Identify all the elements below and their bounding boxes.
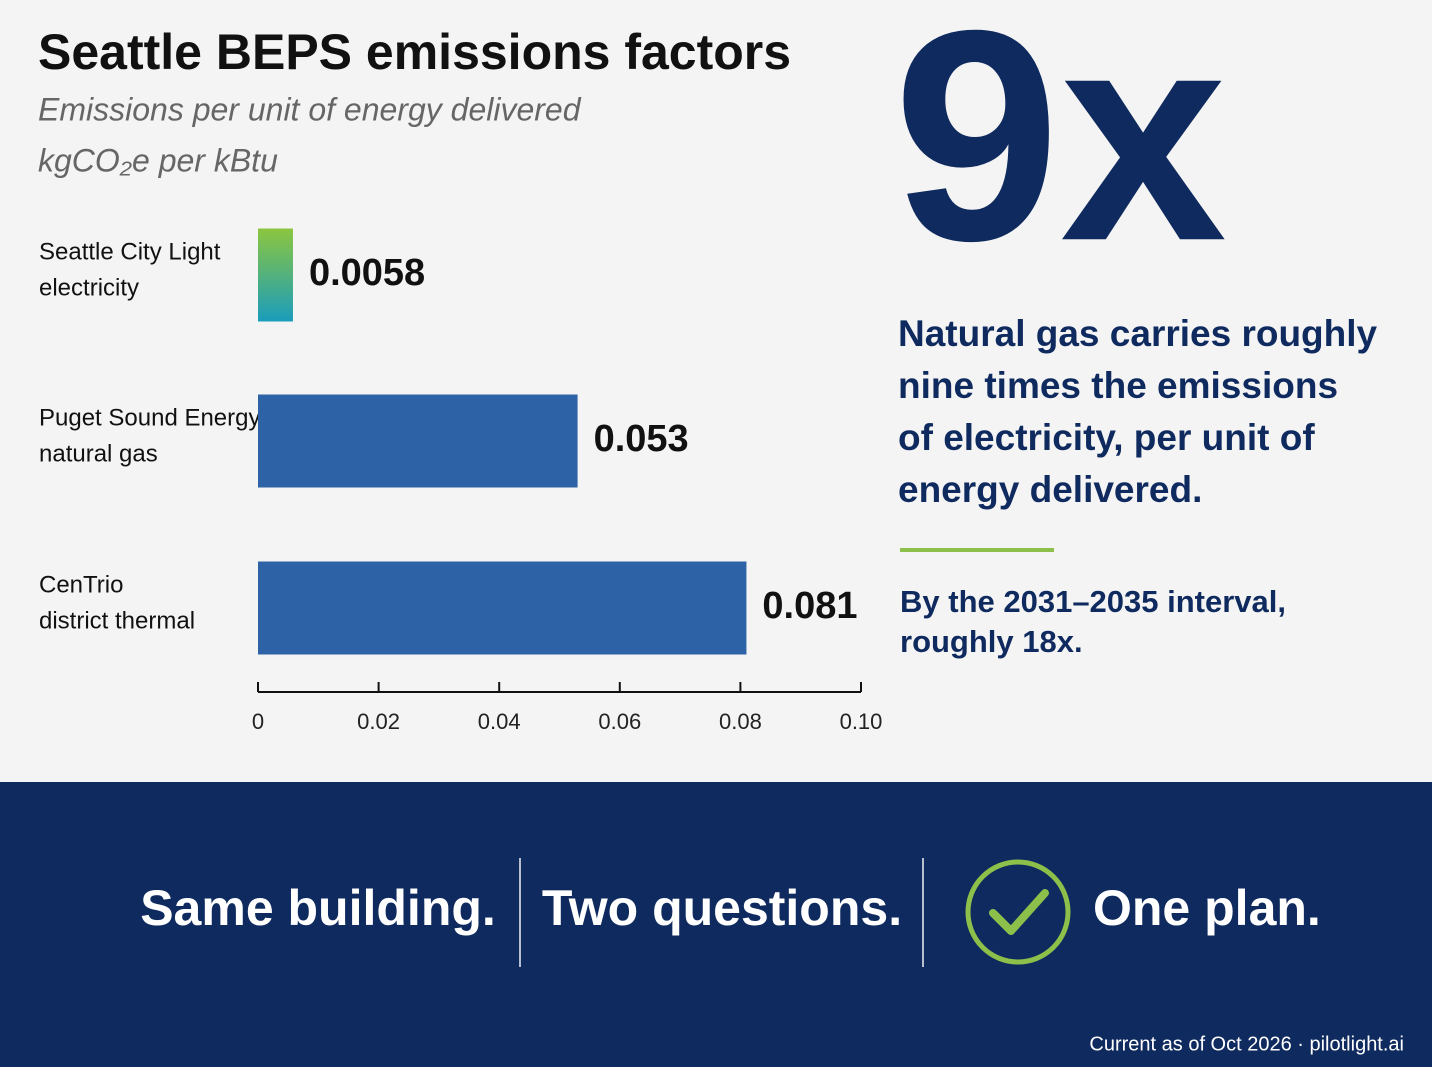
band-item: Same building. [140, 880, 496, 936]
band-item: Two questions. [542, 880, 902, 936]
footer: Current as of Oct 2026 · pilotlight.ai [1089, 1033, 1404, 1055]
headline-text: Natural gas carries roughly nine times t… [898, 313, 1378, 510]
category-label: natural gas [39, 440, 158, 467]
category-label: electricity [39, 274, 139, 301]
category-label: CenTrio [39, 571, 123, 598]
bar [258, 394, 578, 488]
band-item: One plan. [1093, 880, 1321, 936]
x-tick-label: 0.08 [719, 709, 762, 734]
x-tick-label: 0.10 [840, 709, 883, 734]
value-label: 0.0058 [309, 252, 425, 294]
category-label: Seattle City Light [39, 238, 221, 265]
x-tick-label: 0.04 [478, 709, 521, 734]
check-mark [989, 889, 1049, 935]
chart-subtitle: Emissions per unit of energy delivered [38, 91, 582, 127]
headline-note: By the 2031–2035 interval, roughly 18x. [900, 584, 1287, 659]
big-number: 9x [893, 0, 1229, 303]
category-label: district thermal [39, 607, 195, 634]
check-circle [965, 859, 1071, 965]
bar [258, 561, 747, 655]
x-tick-label: 0 [252, 709, 264, 734]
category-label: Puget Sound Energy [39, 404, 261, 431]
bottom-band [0, 782, 1432, 1067]
chart-title: Seattle BEPS emissions factors [38, 24, 791, 80]
unit-label: kgCO₂e per kBtu [38, 142, 278, 178]
bar [258, 228, 293, 322]
value-label: 0.053 [594, 418, 689, 460]
x-tick-label: 0.06 [598, 709, 641, 734]
value-label: 0.081 [762, 585, 857, 627]
x-tick-label: 0.02 [357, 709, 400, 734]
